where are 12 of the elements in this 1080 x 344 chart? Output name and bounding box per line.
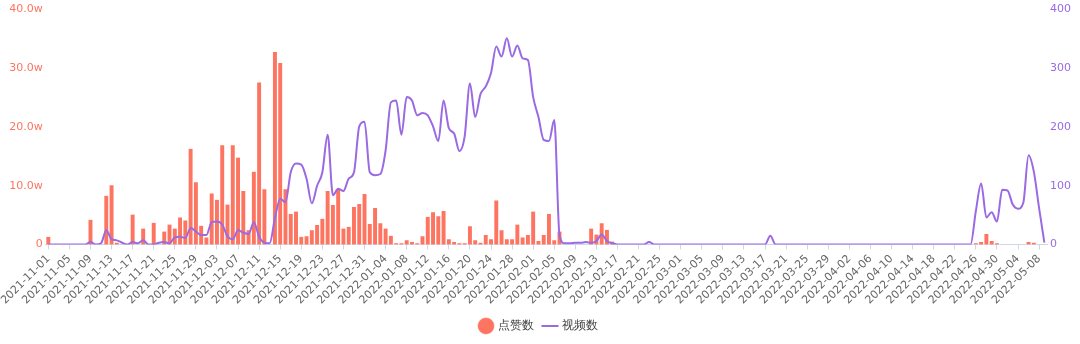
y-tick-label: 20.0w xyxy=(9,119,43,133)
legend-label: 视频数 xyxy=(562,318,598,333)
y2-tick-label: 300 xyxy=(1050,61,1071,75)
y-tick-label: 40.0w xyxy=(9,2,43,16)
y-tick-label: 0 xyxy=(35,237,43,251)
legend-label: 点赞数 xyxy=(498,318,534,333)
y2-tick-label: 100 xyxy=(1050,178,1071,192)
y2-tick-label: 400 xyxy=(1050,2,1071,16)
y2-tick-label: 200 xyxy=(1050,119,1071,133)
y-tick-label: 30.0w xyxy=(9,61,43,75)
y2-tick-label: 0 xyxy=(1050,237,1057,251)
y-tick-label: 10.0w xyxy=(9,178,43,192)
